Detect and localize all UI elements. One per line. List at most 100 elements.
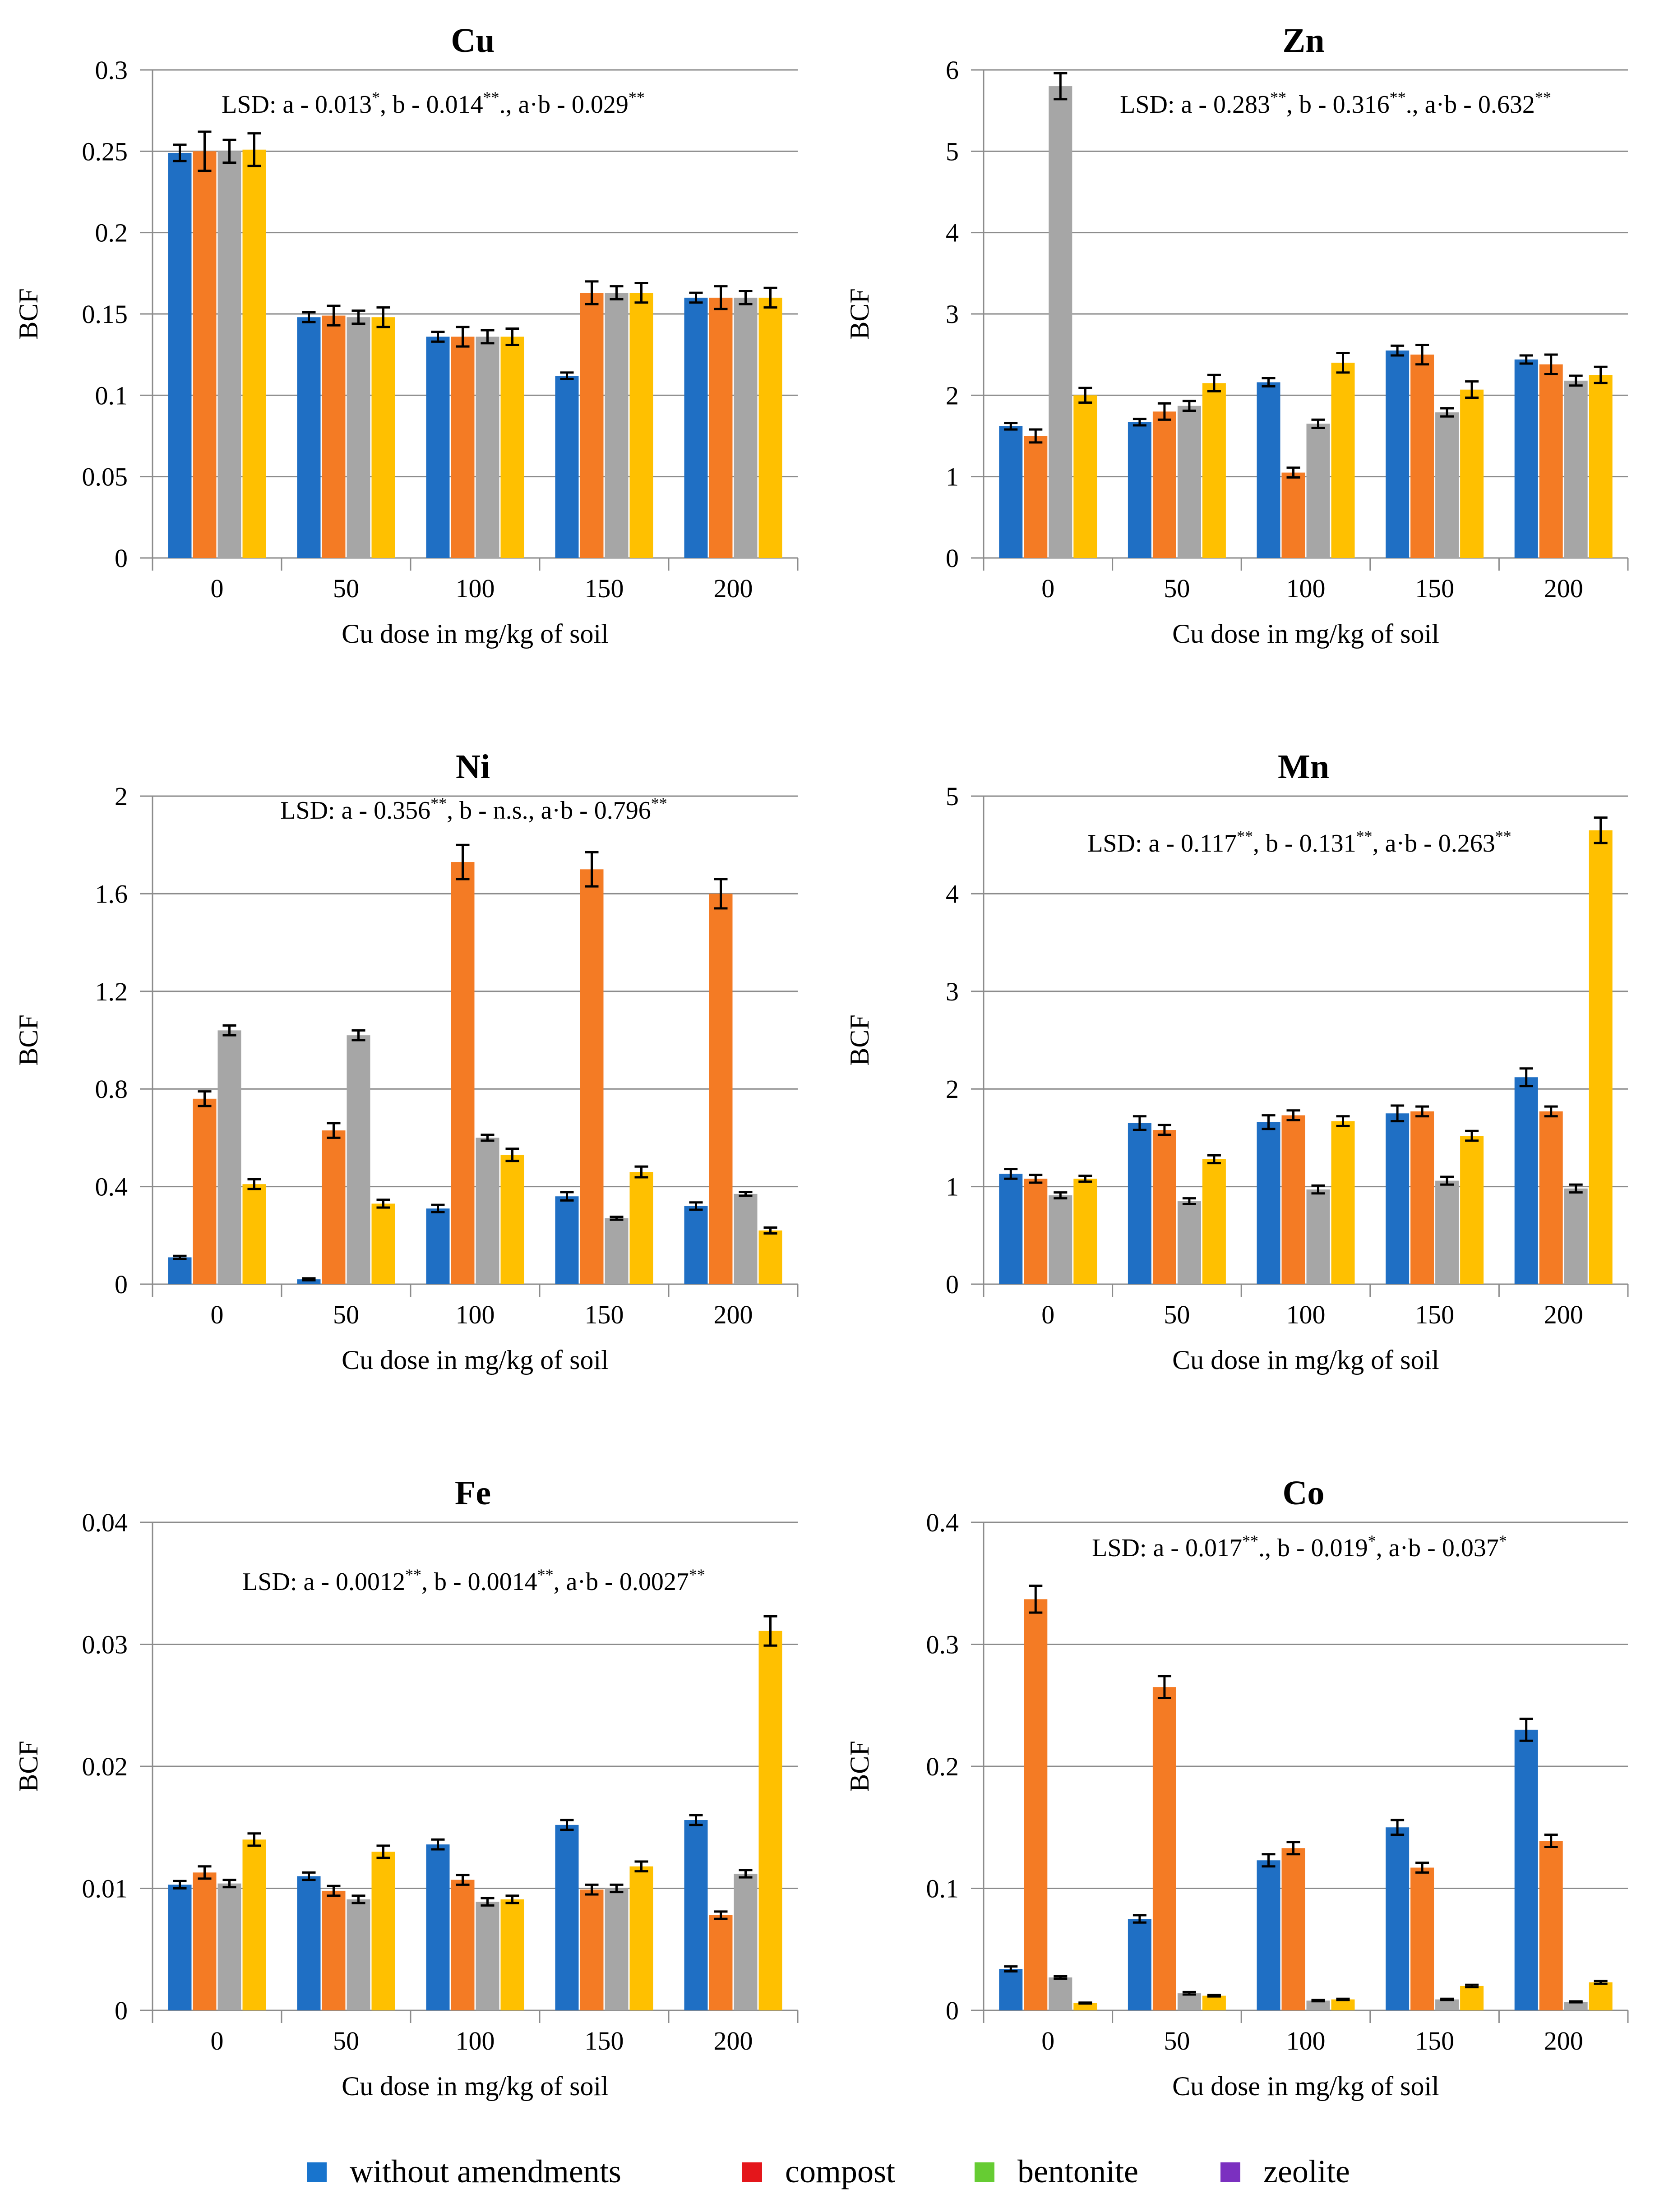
error-bar (1440, 1997, 1454, 2001)
x-axis-label: Cu dose in mg/kg of soil (1172, 619, 1439, 649)
error-bar (1182, 1991, 1196, 1996)
x-tick-label: 100 (1286, 2026, 1326, 2055)
y-tick-label: 0 (946, 1270, 959, 1299)
bar-compost-200 (709, 297, 733, 558)
y-tick-label: 2 (946, 1074, 959, 1104)
x-tick-label: 0 (211, 2026, 224, 2055)
bar-zeolite-100 (500, 1899, 524, 2010)
x-axis-label: Cu dose in mg/kg of soil (1172, 2071, 1439, 2101)
bar-bentonite-150 (605, 1888, 629, 2010)
error-bar (1569, 1183, 1583, 1194)
bar-without-amendments-0 (999, 1969, 1023, 2010)
bar-bentonite-0 (1049, 1977, 1072, 2010)
x-tick-label: 50 (1164, 1300, 1190, 1329)
x-tick-label: 200 (714, 574, 753, 603)
error-bar (1029, 1174, 1043, 1184)
y-tick-label: 0.2 (926, 1752, 959, 1781)
bar-compost-100 (1281, 472, 1305, 558)
lsd-annotation: LSD: a - 0.017**., b - 0.019*, a·b - 0.0… (1092, 1532, 1507, 1562)
x-tick-label: 100 (1286, 574, 1326, 603)
y-tick-label: 0.1 (95, 381, 128, 410)
x-tick-label: 100 (1286, 1300, 1326, 1329)
bar-bentonite-150 (605, 1218, 629, 1284)
y-tick-label: 0 (115, 1270, 128, 1299)
error-bar (481, 329, 495, 345)
bar-compost-0 (1024, 1179, 1048, 1284)
bar-compost-100 (451, 1880, 475, 2010)
bar-zeolite-100 (1331, 1999, 1355, 2010)
error-bar (739, 290, 753, 305)
error-bar (327, 1122, 341, 1139)
bar-without-amendments-200 (684, 1206, 708, 1284)
bar-bentonite-200 (1564, 1188, 1588, 1284)
x-tick-label: 200 (1544, 1300, 1583, 1329)
error-bar (1207, 1994, 1221, 1998)
error-bar (689, 291, 703, 304)
bar-bentonite-200 (1564, 2002, 1588, 2010)
legend-label: bentonite (1017, 2153, 1138, 2189)
x-tick-label: 200 (714, 2026, 753, 2055)
x-axis-label: Cu dose in mg/kg of soil (342, 619, 609, 649)
bar-compost-150 (580, 1889, 604, 2010)
bar-bentonite-150 (1435, 1999, 1459, 2010)
legend: without amendments compost bentonite zeolit… (307, 2153, 1350, 2189)
bar-compost-50 (1152, 1130, 1176, 1284)
bar-compost-200 (1539, 1841, 1563, 2010)
error-bar (689, 1201, 703, 1211)
y-tick-label: 5 (946, 137, 959, 166)
bar-bentonite-100 (1306, 2000, 1330, 2010)
bar-without-amendments-0 (999, 426, 1023, 558)
legend-swatch (1220, 2162, 1240, 2182)
y-tick-label: 0.02 (82, 1752, 128, 1781)
bar-compost-100 (451, 336, 475, 558)
bar-compost-200 (709, 1915, 733, 2010)
error-bar (1440, 407, 1454, 418)
bar-without-amendments-50 (297, 1876, 321, 2010)
error-bar (1415, 344, 1429, 366)
bar-compost-100 (1281, 1848, 1305, 2010)
error-bar (634, 1860, 648, 1873)
error-bar (505, 1147, 519, 1162)
legend-label: zeolite (1263, 2153, 1350, 2189)
y-tick-label: 0.05 (82, 462, 128, 492)
bar-without-amendments-200 (1514, 1077, 1538, 1284)
bar-bentonite-50 (1177, 1201, 1201, 1284)
bar-bentonite-200 (734, 1194, 758, 1284)
x-tick-label: 150 (1415, 574, 1454, 603)
x-tick-label: 150 (585, 1300, 624, 1329)
error-bar (456, 843, 470, 880)
error-bar (247, 1832, 261, 1847)
error-bar (1132, 1914, 1146, 1924)
y-tick-label: 0.04 (82, 1508, 128, 1537)
error-bar (1336, 1115, 1350, 1127)
bar-zeolite-200 (1589, 830, 1613, 1284)
x-tick-label: 0 (1041, 2026, 1054, 2055)
bar-compost-0 (1024, 436, 1048, 558)
bar-zeolite-200 (1589, 1982, 1613, 2010)
bar-without-amendments-100 (426, 1208, 450, 1284)
bar-compost-150 (580, 869, 604, 1284)
bar-compost-50 (1152, 1687, 1176, 2010)
bar-bentonite-200 (734, 1874, 758, 2010)
y-tick-label: 3 (946, 977, 959, 1006)
bar-bentonite-50 (347, 1899, 370, 2010)
error-bar (739, 1869, 753, 1879)
bar-bentonite-50 (1177, 406, 1201, 558)
error-bar (376, 1198, 390, 1209)
error-bar (1078, 2001, 1092, 2005)
bar-without-amendments-200 (1514, 1729, 1538, 2010)
bar-zeolite-150 (1460, 1136, 1484, 1284)
error-bar (763, 1226, 777, 1235)
bar-compost-50 (322, 315, 346, 558)
bar-zeolite-100 (1331, 363, 1355, 558)
bar-zeolite-50 (1202, 1995, 1226, 2010)
bar-compost-50 (322, 1130, 346, 1284)
bar-compost-0 (193, 1872, 217, 2010)
bar-zeolite-50 (371, 1203, 395, 1284)
bar-compost-200 (1539, 364, 1563, 558)
y-tick-label: 0.25 (82, 137, 128, 166)
x-tick-label: 100 (456, 2026, 495, 2055)
error-bar (714, 1910, 728, 1920)
error-bar (1004, 1168, 1018, 1180)
